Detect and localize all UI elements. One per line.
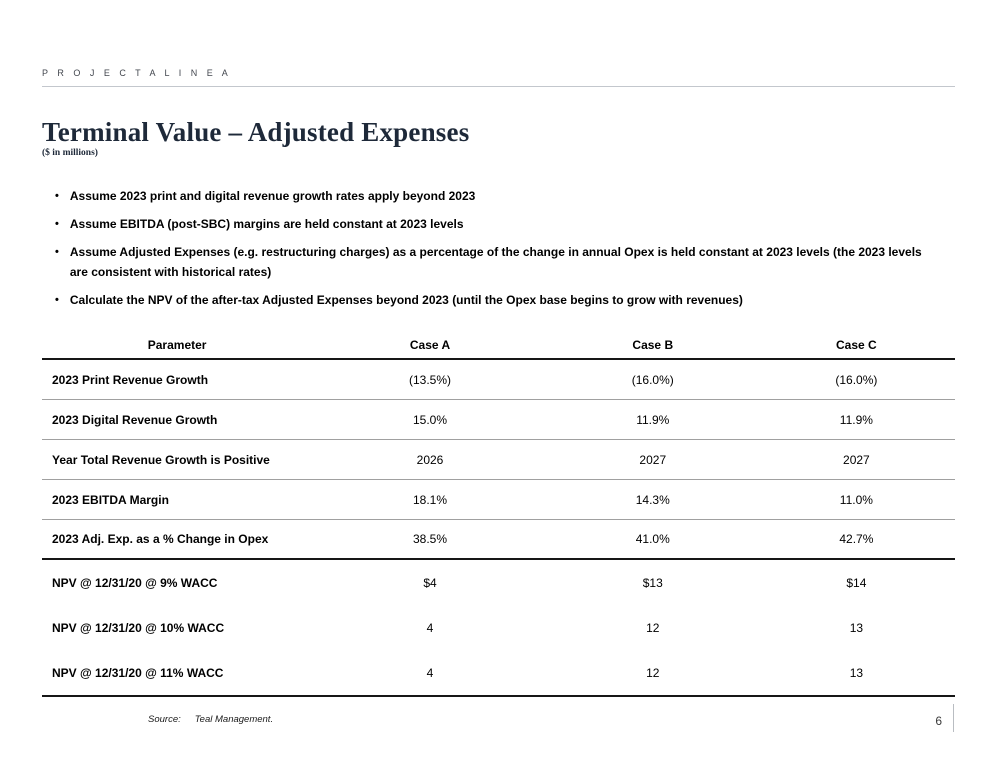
header-cell: Case C <box>836 338 877 352</box>
row-value: 42.7% <box>839 532 874 546</box>
row-value: 18.1% <box>412 492 448 507</box>
table-header: Parameter Case A Case B Case C <box>42 334 955 360</box>
bullet-item: • Assume EBITDA (post-SBC) margins are he… <box>55 214 940 234</box>
table-row: 2023 Adj. Exp. as a % Change in Opex 38.5… <box>42 520 955 560</box>
row-label: NPV @ 12/31/20 @ 10% WACC <box>52 620 225 635</box>
table-row: Year Total Revenue Growth is Positive 202… <box>42 440 955 480</box>
table-row: 2023 EBITDA Margin 18.1% 14.3% 11.0% <box>42 480 955 520</box>
page-title: Terminal Value – Adjusted Expenses <box>42 117 470 147</box>
source-text: Teal Management. <box>194 714 274 725</box>
page-number-divider <box>953 704 954 732</box>
header-cell: Case A <box>409 338 451 352</box>
header-cell: Parameter <box>147 338 207 352</box>
row-label: Year Total Revenue Growth is Positive <box>52 452 270 467</box>
header-rule <box>42 86 955 87</box>
row-value: 11.9% <box>839 412 873 427</box>
header-cell: Case B <box>632 338 674 352</box>
row-label: 2023 EBITDA Margin <box>52 492 169 507</box>
project-label: P R O J E C T A L I N E A <box>42 68 232 78</box>
row-value: (16.0%) <box>835 372 878 387</box>
row-value: 2027 <box>843 452 870 467</box>
row-value: 11.0% <box>839 492 873 507</box>
row-value: 12 <box>646 665 660 680</box>
bullet-text: Assume Adjusted Expenses (e.g. restructu… <box>69 245 922 279</box>
row-value: (13.5%) <box>408 372 452 387</box>
table-row: 2023 Digital Revenue Growth 15.0% 11.9% 11.… <box>42 400 955 440</box>
row-label: 2023 Print Revenue Growth <box>52 372 209 387</box>
row-label: 2023 Adj. Exp. as a % Change in Opex <box>52 532 269 546</box>
bullet-item: • Assume Adjusted Expenses (e.g. restruct… <box>55 242 940 282</box>
bullet-icon: • <box>55 294 59 306</box>
row-value: 4 <box>426 620 434 635</box>
bullet-text: Calculate the NPV of the after-tax Adjus… <box>69 293 743 307</box>
source-label: Source: <box>148 714 181 725</box>
parameters-table: Parameter Case A Case B Case C 2023 Print R… <box>42 334 955 697</box>
bullet-icon: • <box>55 218 59 230</box>
bullet-list: • Assume 2023 print and digital revenue g… <box>55 186 940 310</box>
row-value: 13 <box>849 620 864 635</box>
bullet-text: Assume 2023 print and digital revenue gr… <box>69 189 476 203</box>
row-value: 41.0% <box>635 532 670 546</box>
row-value: $4 <box>423 575 437 590</box>
row-value: $13 <box>642 575 663 590</box>
table-row: NPV @ 12/31/20 @ 9% WACC $4 $13 $14 <box>42 560 955 605</box>
bullet-text: Assume EBITDA (post-SBC) margins are hel… <box>69 217 464 231</box>
table-row: NPV @ 12/31/20 @ 10% WACC 4 12 13 <box>42 605 955 650</box>
row-label: 2023 Digital Revenue Growth <box>52 412 218 427</box>
table-row: 2023 Print Revenue Growth (13.5%) (16.0%) (… <box>42 360 955 400</box>
row-value: 4 <box>426 665 434 680</box>
bullet-icon: • <box>55 190 59 202</box>
row-label: NPV @ 12/31/20 @ 9% WACC <box>52 575 218 590</box>
row-value: $14 <box>846 575 867 590</box>
row-value: 14.3% <box>635 492 670 507</box>
row-value: 15.0% <box>412 412 448 427</box>
row-value: 13 <box>849 665 864 680</box>
table-row: NPV @ 12/31/20 @ 11% WACC 4 12 13 <box>42 650 955 695</box>
row-value: 38.5% <box>412 532 448 546</box>
row-value: 12 <box>646 620 660 635</box>
footer-source: Source: Teal Management. <box>148 714 273 725</box>
bullet-item: • Assume 2023 print and digital revenue g… <box>55 186 940 206</box>
bullet-item: • Calculate the NPV of the after-tax Adju… <box>55 290 940 310</box>
row-label: NPV @ 12/31/20 @ 11% WACC <box>52 665 224 680</box>
page-number: 6 <box>935 714 942 728</box>
row-value: 2026 <box>416 452 444 467</box>
page-subtitle: ($ in millions) <box>42 148 98 158</box>
row-value: 2027 <box>639 452 667 467</box>
bullet-icon: • <box>55 246 59 258</box>
table-body: 2023 Print Revenue Growth (13.5%) (16.0%) (… <box>42 360 955 695</box>
row-value: 11.9% <box>636 412 670 427</box>
row-value: (16.0%) <box>631 372 674 387</box>
